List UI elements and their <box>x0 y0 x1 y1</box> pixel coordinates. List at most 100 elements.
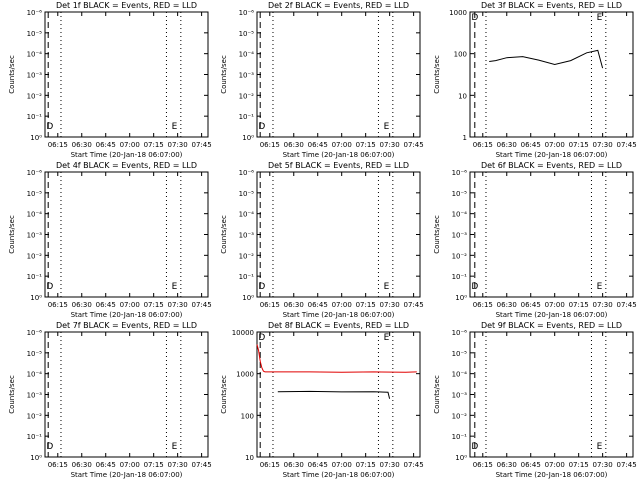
panel-title: Det 6f BLACK = Events, RED = LLD <box>481 161 622 170</box>
y-tick-label: 10⁻⁴ <box>27 371 43 379</box>
panel-title: Det 3f BLACK = Events, RED = LLD <box>481 1 622 10</box>
y-tick-label: 10⁰ <box>455 294 467 302</box>
y-tick-label: 10⁰ <box>242 294 254 302</box>
y-tick-label: 10⁻⁵ <box>27 190 43 198</box>
panel-det-3: Det 3f BLACK = Events, RED = LLD Counts/s… <box>433 1 637 159</box>
y-tick-label: 10⁰ <box>242 134 254 142</box>
plot-frame <box>256 331 421 458</box>
y-tick-label: 10⁻¹ <box>239 273 255 281</box>
x-tick-label: 07:15 <box>569 141 589 149</box>
x-axis-label: Start Time (20-Jan-18 06:07:00) <box>283 471 395 479</box>
series-line-1 <box>256 344 417 373</box>
marker-d: D <box>258 333 265 343</box>
y-tick-label: 10⁻² <box>452 252 468 260</box>
x-tick-label: 07:00 <box>545 141 565 149</box>
x-tick-label: 07:00 <box>332 301 352 309</box>
y-tick-label: 10⁻³ <box>452 232 468 240</box>
y-tick-label: 10⁻¹ <box>27 113 43 121</box>
x-tick-label: 07:45 <box>192 301 212 309</box>
x-tick-label: 06:45 <box>521 141 541 149</box>
plot-frame <box>469 171 634 298</box>
y-tick-label: 10⁻³ <box>452 392 468 400</box>
x-tick-label: 07:30 <box>380 141 400 149</box>
x-tick-label: 07:30 <box>168 461 188 469</box>
y-tick-label: 10⁻² <box>239 92 255 100</box>
marker-d: D <box>258 122 265 132</box>
marker-d: D <box>471 13 478 23</box>
y-tick-label: 10⁻⁵ <box>27 350 43 358</box>
x-tick-label: 07:15 <box>144 461 164 469</box>
y-tick-label: 10⁰ <box>30 454 42 462</box>
x-tick-label: 06:15 <box>48 461 68 469</box>
panel-det-5: Det 5f BLACK = Events, RED = LLD Counts/s… <box>220 161 424 319</box>
marker-e: E <box>384 122 390 132</box>
y-tick-label: 100 <box>241 412 254 420</box>
x-tick-label: 07:00 <box>545 301 565 309</box>
x-tick-label: 06:45 <box>96 461 116 469</box>
x-tick-label: 07:45 <box>404 141 424 149</box>
x-tick-label: 07:00 <box>332 141 352 149</box>
plot-frame <box>44 11 209 138</box>
y-tick-label: 10⁻³ <box>239 232 255 240</box>
x-axis-label: Start Time (20-Jan-18 06:07:00) <box>496 471 608 479</box>
x-tick-label: 07:00 <box>120 301 140 309</box>
y-tick-label: 10⁻⁵ <box>452 350 468 358</box>
x-axis-label: Start Time (20-Jan-18 06:07:00) <box>71 471 183 479</box>
x-tick-label: 07:45 <box>404 461 424 469</box>
x-tick-label: 06:30 <box>284 141 304 149</box>
x-tick-label: 07:30 <box>380 461 400 469</box>
y-tick-label: 10⁻⁴ <box>452 371 468 379</box>
x-tick-label: 07:00 <box>332 461 352 469</box>
x-axis-label: Start Time (20-Jan-18 06:07:00) <box>71 311 183 319</box>
y-tick-label: 10⁻³ <box>27 72 43 80</box>
panel-title: Det 7f BLACK = Events, RED = LLD <box>56 321 197 330</box>
y-tick-label: 10 <box>458 92 467 100</box>
x-tick-label: 06:15 <box>473 461 493 469</box>
panel-det-8: Det 8f BLACK = Events, RED = LLD Counts/s… <box>220 321 424 479</box>
x-tick-label: 07:45 <box>192 461 212 469</box>
x-axis-label: Start Time (20-Jan-18 06:07:00) <box>496 151 608 159</box>
panel-title: Det 5f BLACK = Events, RED = LLD <box>268 161 409 170</box>
x-tick-label: 07:45 <box>617 461 637 469</box>
y-tick-label: 10⁻¹ <box>452 273 468 281</box>
x-tick-label: 07:30 <box>168 301 188 309</box>
x-tick-label: 06:30 <box>497 141 517 149</box>
marker-d: D <box>471 442 478 452</box>
panel-det-6: Det 6f BLACK = Events, RED = LLD Counts/s… <box>433 161 637 319</box>
x-tick-label: 07:15 <box>569 301 589 309</box>
x-tick-label: 07:30 <box>593 301 613 309</box>
x-axis-label: Start Time (20-Jan-18 06:07:00) <box>496 311 608 319</box>
x-tick-label: 06:45 <box>521 461 541 469</box>
y-tick-label: 10⁰ <box>30 294 42 302</box>
x-tick-label: 06:15 <box>260 301 280 309</box>
x-tick-label: 07:45 <box>192 141 212 149</box>
y-tick-label: 10⁻⁴ <box>452 211 468 219</box>
y-tick-label: 10⁻² <box>27 92 43 100</box>
y-tick-label: 10⁻⁶ <box>452 169 468 177</box>
x-tick-label: 07:45 <box>617 141 637 149</box>
marker-e: E <box>597 442 603 452</box>
marker-e: E <box>597 13 603 23</box>
panel-det-2: Det 2f BLACK = Events, RED = LLD Counts/s… <box>220 1 424 159</box>
x-tick-label: 07:15 <box>144 301 164 309</box>
marker-e: E <box>172 442 178 452</box>
marker-e: E <box>172 282 178 292</box>
y-tick-label: 10⁻¹ <box>27 433 43 441</box>
x-tick-label: 07:00 <box>120 141 140 149</box>
y-axis-label: Counts/sec <box>8 55 16 94</box>
y-axis-label: Counts/sec <box>433 375 441 414</box>
marker-d: D <box>258 282 265 292</box>
y-tick-label: 10⁻⁶ <box>239 169 255 177</box>
y-tick-label: 10⁻¹ <box>27 273 43 281</box>
y-tick-label: 10⁻⁵ <box>452 190 468 198</box>
x-tick-label: 07:15 <box>356 141 376 149</box>
y-tick-label: 10⁻⁶ <box>452 329 468 337</box>
x-tick-label: 06:45 <box>96 141 116 149</box>
plot-frame <box>44 331 209 458</box>
marker-e: E <box>384 282 390 292</box>
marker-e: E <box>384 333 390 343</box>
x-tick-label: 07:15 <box>356 461 376 469</box>
y-tick-label: 1 <box>463 134 467 142</box>
x-tick-label: 06:45 <box>308 301 328 309</box>
